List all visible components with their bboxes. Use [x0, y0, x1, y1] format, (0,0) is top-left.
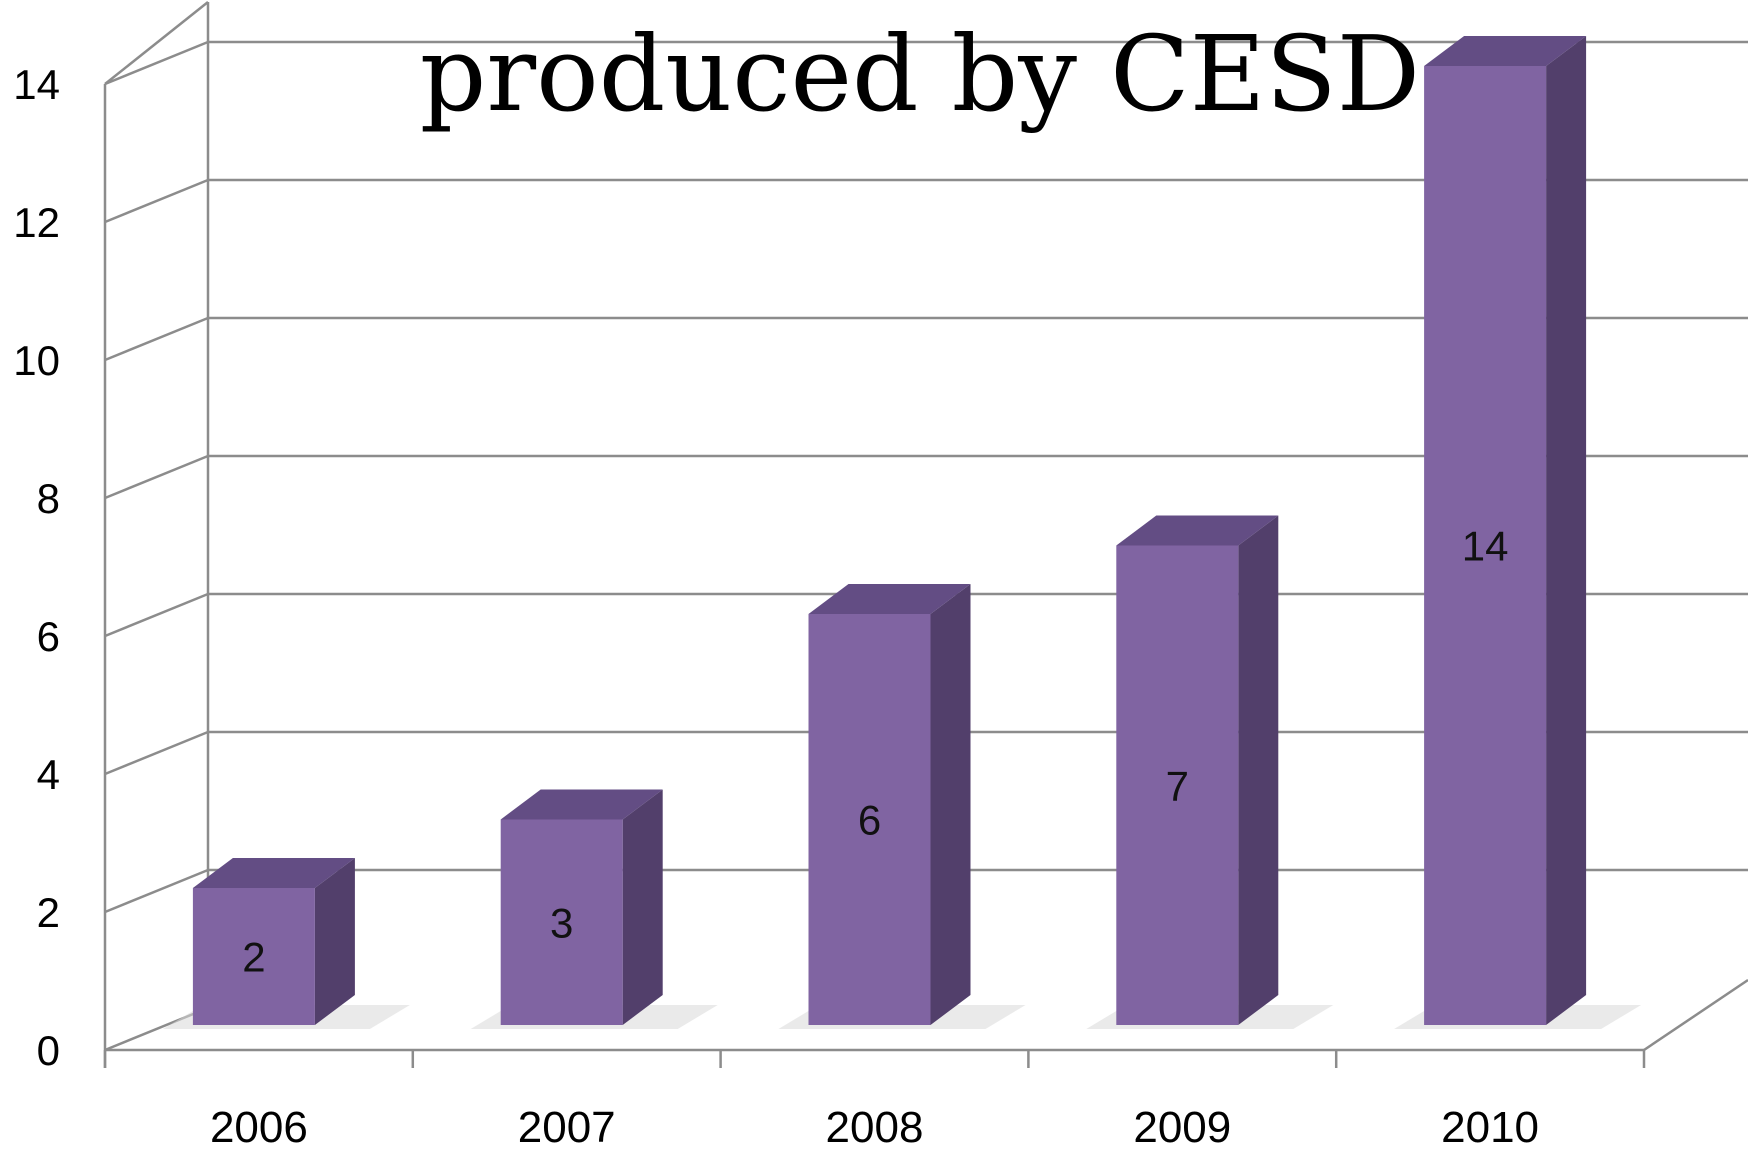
bar: 14 [1394, 36, 1642, 1029]
bar-front [500, 819, 623, 1025]
bar: 6 [778, 584, 1026, 1029]
y-tick-label: 4 [37, 751, 60, 798]
y-tick-label: 6 [37, 613, 60, 660]
floor-right-edge [1643, 978, 1748, 1052]
data-label: 6 [858, 797, 881, 844]
chart-title: produced by CESD [420, 13, 1420, 135]
data-label: 7 [1166, 762, 1189, 809]
side-wall-top [104, 1, 209, 85]
y-tick-label: 10 [13, 337, 60, 384]
y-tick-label: 8 [37, 475, 60, 522]
y-tick-labels: 0 2 4 6 8 10 12 14 [13, 61, 60, 1074]
bar-front [192, 888, 315, 1025]
side-wall-line [104, 868, 209, 914]
bar-front [1424, 66, 1547, 1025]
side-wall-line [104, 454, 209, 500]
y-tick-label: 14 [13, 61, 60, 108]
data-label: 3 [550, 899, 573, 946]
x-tick-label: 2008 [826, 1103, 924, 1150]
side-wall-line [104, 730, 209, 776]
side-wall-line [104, 592, 209, 638]
bar-front [1116, 545, 1239, 1025]
x-tick-labels: 2006 2007 2008 2009 2010 [210, 1103, 1539, 1150]
bar-top [808, 584, 971, 614]
x-tick-label: 2009 [1133, 1103, 1231, 1150]
bar-side [1546, 36, 1587, 1025]
bar-side [622, 789, 663, 1025]
bar-top [500, 789, 663, 820]
data-label: 14 [1462, 523, 1509, 570]
data-label: 2 [242, 934, 265, 981]
axes [103, 1, 1748, 1068]
bar: 2 [162, 858, 410, 1029]
y-tick-label: 2 [37, 889, 60, 936]
bar-side [930, 584, 971, 1025]
bar: 7 [1086, 515, 1334, 1029]
side-wall-line [104, 40, 209, 86]
bar-top [1116, 515, 1279, 546]
y-tick-label: 0 [37, 1027, 60, 1074]
bar-top [1424, 36, 1587, 66]
side-wall-line [104, 316, 209, 362]
bar-side [1238, 515, 1279, 1025]
bar-front [808, 614, 931, 1025]
y-tick-label: 12 [13, 199, 60, 246]
bar-top [192, 858, 355, 888]
bar-side [314, 858, 355, 1025]
side-wall-line [104, 178, 209, 224]
x-tick-label: 2010 [1441, 1103, 1539, 1150]
bars: 2 3 6 7 14 [162, 36, 1642, 1029]
bar: 3 [470, 789, 718, 1029]
x-tick-label: 2007 [518, 1103, 616, 1150]
x-tick-label: 2006 [210, 1103, 308, 1150]
